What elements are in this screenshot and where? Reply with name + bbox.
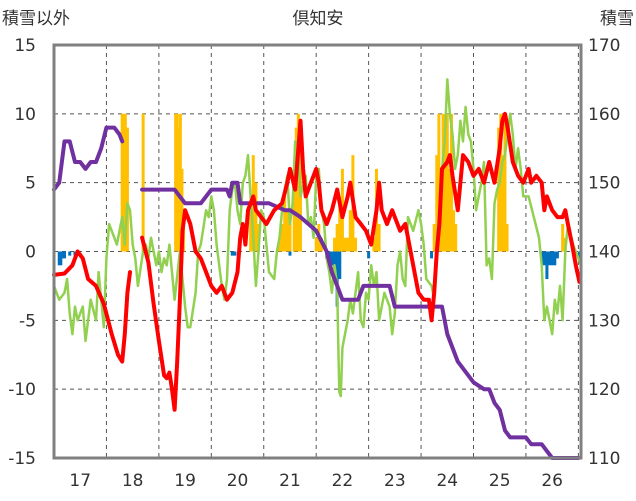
bar-negative (57, 251, 61, 266)
left-tick-label: -10 (8, 380, 36, 400)
bar-negative (68, 251, 72, 256)
bar-positive (335, 223, 339, 252)
x-tick-label: 18 (122, 471, 144, 491)
bar-positive (333, 237, 337, 252)
bar-positive (449, 113, 453, 252)
bar-negative (577, 251, 581, 259)
bar-positive (437, 113, 441, 252)
left-tick-label: 5 (25, 174, 36, 194)
bar-positive (348, 210, 352, 252)
bar-negative (338, 251, 342, 280)
bar-positive (372, 237, 376, 252)
bar-positive (125, 127, 129, 252)
bar-positive (285, 210, 289, 252)
x-tick-label: 22 (332, 471, 354, 491)
bar-positive (452, 210, 456, 252)
bar-negative (59, 251, 63, 266)
x-tick-label: 19 (174, 471, 196, 491)
bar-negative (543, 251, 547, 266)
bar-positive (501, 155, 505, 252)
left-axis-label: 積雪以外 (2, 9, 70, 29)
bar-negative (430, 251, 434, 259)
bar-positive (292, 168, 296, 252)
bar-positive (346, 237, 350, 252)
bar-positive (280, 223, 284, 252)
bar-positive (314, 237, 318, 252)
bar-negative (62, 251, 66, 259)
x-tick-label: 24 (436, 471, 458, 491)
bar-positive (497, 127, 501, 252)
bar-positive (175, 113, 179, 252)
line-series (52, 78, 583, 460)
bar-positive (180, 168, 184, 252)
bar-negative (60, 251, 64, 259)
right-tick-label: 110 (588, 449, 620, 469)
bar-positive (447, 168, 451, 252)
bar-positive (177, 127, 181, 252)
bar-negative (330, 251, 334, 266)
left-tick-label: -15 (8, 449, 36, 469)
bar-negative (288, 251, 292, 256)
bar-positive (249, 210, 253, 252)
bar-positive (443, 127, 447, 252)
left-tick-label: 15 (14, 36, 36, 56)
bar-positive (254, 182, 258, 252)
x-tick-label: 20 (227, 471, 249, 491)
bar-positive (343, 237, 347, 252)
bar-positive (354, 237, 358, 252)
bar-positive (123, 113, 127, 252)
left-tick-label: 10 (14, 105, 36, 125)
bar-negative (553, 251, 557, 266)
bar-positive (283, 196, 287, 252)
bar-positive (174, 113, 178, 252)
bar-negative (550, 251, 554, 266)
right-tick-label: 130 (588, 311, 620, 331)
x-tick-label: 23 (384, 471, 406, 491)
plot-frame (52, 43, 583, 460)
left-tick-label: -5 (19, 311, 36, 331)
bar-negative (233, 251, 237, 256)
bar-negative (541, 251, 545, 266)
bar-positive (561, 223, 565, 252)
x-tick-labels: 17 18 19 20 21 22 23 24 25 26 (69, 471, 563, 491)
bar-negative (230, 251, 234, 256)
bar-negative (548, 251, 552, 266)
right-axis-label: 積雪 (600, 9, 634, 29)
left-tick-label: 0 (25, 243, 36, 263)
right-tick-labels: 170 160 150 140 130 120 110 (588, 36, 620, 469)
left-tick-labels: 15 10 5 0 -5 -10 -15 (8, 36, 36, 469)
x-tick-label: 26 (541, 471, 563, 491)
bar-positive (377, 223, 381, 252)
right-tick-label: 160 (588, 105, 620, 125)
bar-positive (277, 237, 281, 252)
series-line (52, 125, 581, 460)
bar-positive (503, 113, 507, 252)
gridlines (54, 45, 581, 458)
right-tick-label: 120 (588, 380, 620, 400)
x-tick-label: 21 (279, 471, 301, 491)
right-tick-label: 170 (588, 36, 620, 56)
bar-positive (141, 113, 145, 252)
bar-positive (432, 223, 436, 252)
bar-negative (367, 251, 371, 259)
bar-positive (178, 113, 182, 252)
bar-positive (454, 223, 458, 252)
bar-positive (505, 223, 509, 252)
right-tick-label: 150 (588, 174, 620, 194)
right-tick-label: 140 (588, 243, 620, 263)
bar-positive (445, 113, 449, 252)
bar-negative (545, 251, 549, 280)
bar-positive (288, 223, 292, 252)
bar-negative (555, 251, 559, 259)
bar-positive (435, 155, 439, 252)
series-line (52, 111, 582, 412)
x-tick-label: 17 (69, 471, 91, 491)
x-tick-label: 25 (489, 471, 511, 491)
bar-positive (338, 196, 342, 252)
bar-positive (296, 113, 300, 252)
chart-title: 倶知安 (293, 9, 344, 29)
bar-positive (120, 113, 124, 252)
bar-positive (122, 113, 126, 252)
